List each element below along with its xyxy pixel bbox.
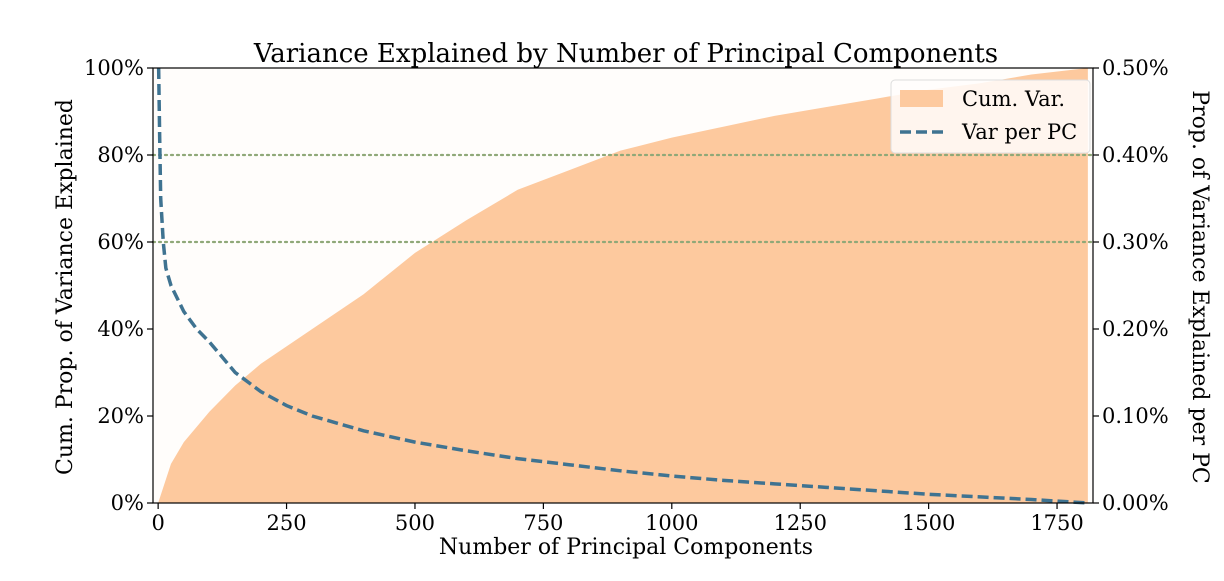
cumulative-area-layer (158, 68, 1088, 503)
reference-lines-layer (151, 153, 1095, 244)
x-tick-label: 1750 (1030, 511, 1083, 535)
x-tick-label: 750 (523, 511, 563, 535)
y2-tick-label: 0.20% (1102, 317, 1169, 341)
per-pc-line-layer (156, 67, 1088, 505)
cum-var-area (158, 68, 1088, 503)
y-tick-label: 20% (97, 404, 144, 428)
y2-tick-label: 0.30% (1102, 230, 1169, 254)
y-tick-label: 60% (97, 230, 144, 254)
y2-tick-label: 0.50% (1102, 56, 1169, 80)
x-tick-label: 0 (151, 511, 164, 535)
y-tick-label: 40% (97, 317, 144, 341)
y2-tick-label: 0.00% (1102, 491, 1169, 515)
x-tick-label: 1500 (902, 511, 955, 535)
y-axis-ticks: 0% 20% 40% 60% 80% 100% (84, 56, 153, 515)
y2-tick-label: 0.10% (1102, 404, 1169, 428)
y2-tick-label: 0.40% (1102, 143, 1169, 167)
x-axis-ticks: 0 250 500 750 1000 1250 1500 1750 (151, 503, 1084, 535)
y-tick-label: 80% (97, 143, 144, 167)
chart-title: Variance Explained by Number of Principa… (253, 39, 998, 69)
x-tick-label: 1000 (645, 511, 698, 535)
y-tick-label: 0% (111, 491, 144, 515)
y2-axis-ticks: 0.00% 0.10% 0.20% 0.30% 0.40% 0.50% (1093, 56, 1169, 515)
x-axis-label: Number of Principal Components (439, 535, 813, 560)
x-tick-label: 250 (267, 511, 307, 535)
plot-frame (152, 67, 1094, 504)
y-tick-label: 100% (84, 56, 144, 80)
var-per-pc-line (156, 67, 1088, 505)
x-tick-label: 500 (395, 511, 435, 535)
legend: Cum. Var. Var per PC (890, 79, 1091, 154)
y2-axis-label: Prop. of Variance Explained per PC (1187, 90, 1212, 483)
x-tick-label: 1250 (773, 511, 826, 535)
legend-swatch-cum-var (900, 90, 943, 107)
legend-label-var-per-pc: Var per PC (961, 120, 1077, 144)
legend-label-cum-var: Cum. Var. (962, 87, 1065, 111)
y-axis-label: Cum. Prop. of Variance Explained (53, 99, 78, 475)
